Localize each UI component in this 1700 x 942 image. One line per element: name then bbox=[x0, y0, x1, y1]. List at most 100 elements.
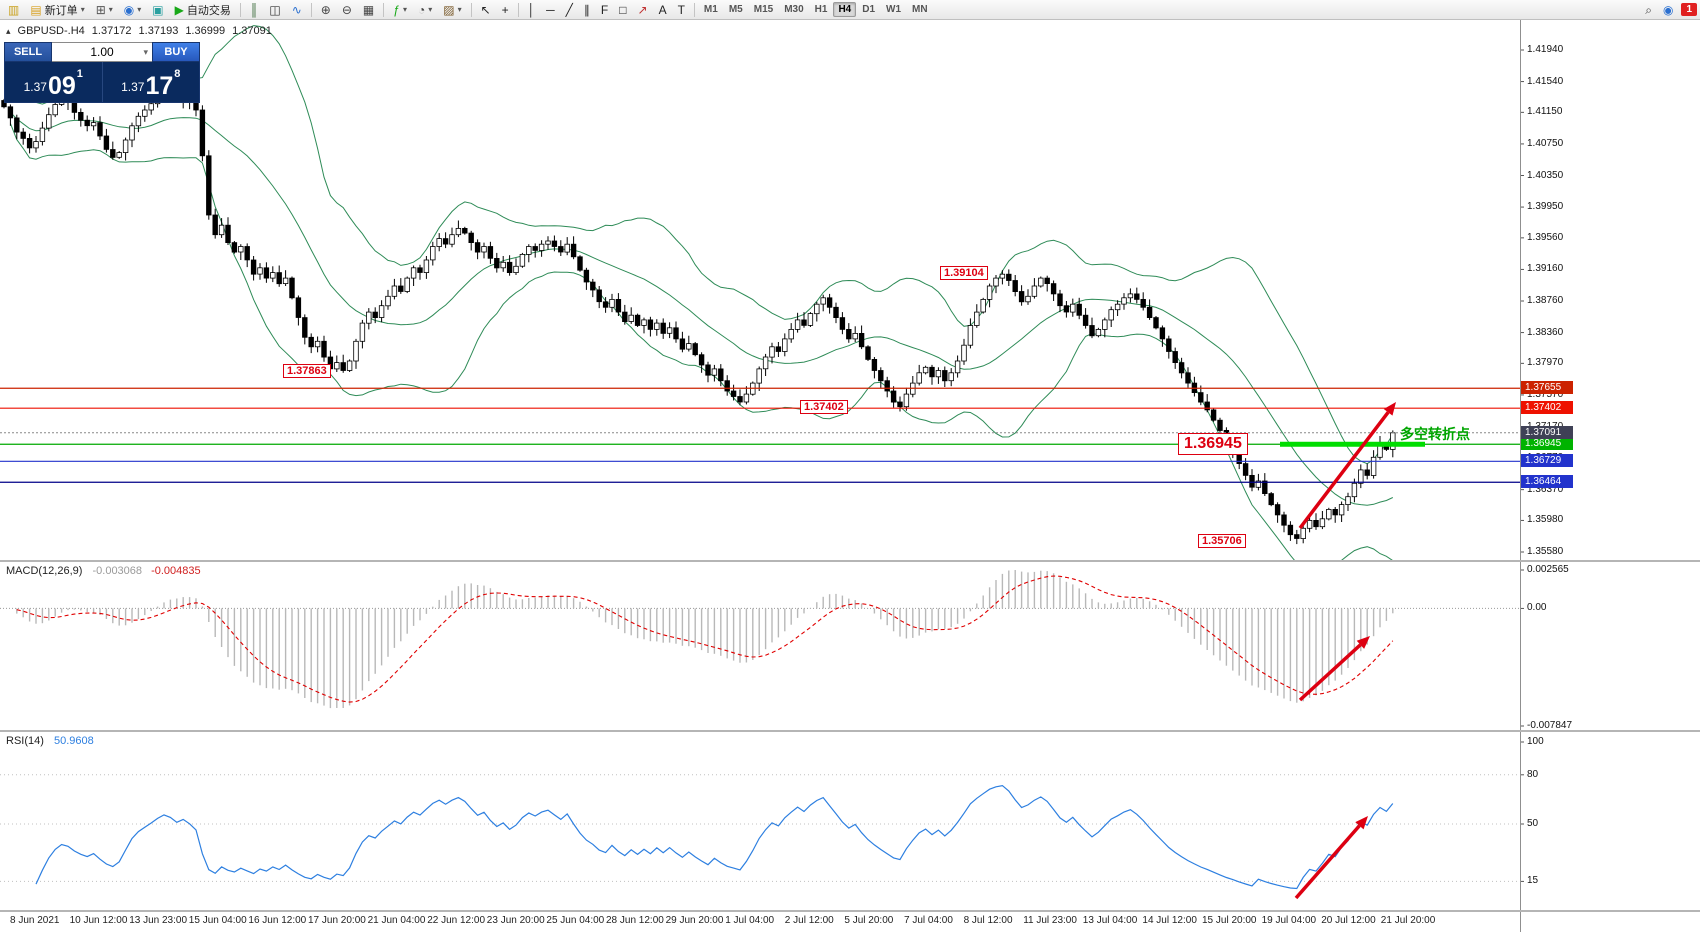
timeframe-m5[interactable]: M5 bbox=[728, 4, 743, 15]
time-tick: 19 Jul 04:00 bbox=[1261, 915, 1317, 926]
sell-button[interactable]: SELL bbox=[4, 42, 52, 62]
timeframe-m15[interactable]: M15 bbox=[753, 4, 774, 15]
help[interactable]: ◉ bbox=[1658, 1, 1678, 19]
price-tick: 1.35980 bbox=[1527, 514, 1564, 526]
fibonacci-tool[interactable]: F bbox=[596, 1, 613, 19]
chart-price-label-object[interactable]: 1.39104 bbox=[940, 265, 988, 280]
profiles-caret-icon[interactable]: ▾ bbox=[137, 5, 142, 14]
notification-badge[interactable]: 1 bbox=[1681, 3, 1697, 16]
channel-tool[interactable]: ∥ bbox=[579, 1, 595, 19]
hline-objects-layer[interactable] bbox=[0, 387, 1520, 483]
line-chart-type[interactable]: ∿ bbox=[287, 1, 307, 19]
time-tick: 8 Jul 12:00 bbox=[963, 915, 1013, 926]
rsi-axis-tick: 80 bbox=[1527, 768, 1539, 780]
toolbar-separator bbox=[470, 2, 472, 17]
zoom-in[interactable]: ⊕ bbox=[316, 1, 336, 19]
text-tool[interactable]: A bbox=[654, 1, 672, 19]
periods-menu-icon: ◔ bbox=[417, 2, 426, 17]
search[interactable]: ⌕ bbox=[1640, 1, 1657, 19]
vertical-line-tool[interactable]: │ bbox=[523, 1, 541, 19]
time-tick: 11 Jul 23:00 bbox=[1023, 915, 1077, 926]
rsi-value: 50.9608 bbox=[53, 735, 94, 747]
templates-menu-icon: ▨ bbox=[443, 2, 455, 17]
price-tick: 1.39160 bbox=[1527, 263, 1564, 275]
macd-name: MACD(12,26,9) bbox=[6, 565, 83, 577]
splitter-main-macd[interactable] bbox=[0, 560, 1700, 562]
ohlc-close: 1.37091 bbox=[232, 25, 272, 37]
splitter-macd-rsi[interactable] bbox=[0, 730, 1700, 732]
new-order-button[interactable]: ▤ 新订单 ▾ bbox=[25, 1, 89, 19]
splitter-rsi-timeaxis[interactable] bbox=[0, 910, 1700, 912]
horizontal-line-tool[interactable]: ─ bbox=[541, 1, 560, 19]
timeframe-m30[interactable]: M30 bbox=[784, 4, 804, 15]
chart-price-label-object[interactable]: 1.37402 bbox=[800, 400, 848, 415]
arrows-tool[interactable]: ↗ bbox=[633, 1, 653, 19]
timeframe-w1[interactable]: W1 bbox=[886, 4, 902, 15]
macd-signal-value: -0.004835 bbox=[151, 565, 201, 577]
time-tick: 15 Jun 04:00 bbox=[188, 915, 247, 926]
indicators-list-caret-icon[interactable]: ▾ bbox=[402, 5, 407, 14]
price-tick: 1.41940 bbox=[1527, 44, 1564, 55]
bar-chart-type[interactable]: ║ bbox=[245, 1, 264, 19]
zoom-out[interactable]: ⊖ bbox=[337, 1, 357, 19]
time-tick: 13 Jul 04:00 bbox=[1082, 915, 1138, 926]
text-label-tool[interactable]: T bbox=[673, 1, 690, 19]
collapse-icon[interactable]: ▴ bbox=[6, 25, 11, 36]
ohlc-low: 1.36999 bbox=[185, 25, 226, 37]
help-icon: ◉ bbox=[1662, 2, 1674, 17]
timeframe-mn[interactable]: MN bbox=[912, 4, 928, 15]
profiles[interactable]: ◉ ▾ bbox=[119, 1, 147, 19]
crosshair-tool[interactable]: + bbox=[497, 1, 514, 19]
timeframe-m1[interactable]: M1 bbox=[703, 4, 718, 15]
ohlc-high: 1.37193 bbox=[138, 25, 179, 37]
sell-price-display[interactable]: 1.37 09 1 bbox=[5, 62, 102, 102]
tile-windows[interactable]: ▦ bbox=[358, 1, 379, 19]
price-level-label: 1.37655 bbox=[1521, 381, 1573, 395]
autotrading-button[interactable]: ▶ 自动交易 bbox=[170, 1, 236, 19]
periods-menu[interactable]: ◔ ▾ bbox=[413, 1, 437, 19]
chart-price-label-object[interactable]: 1.37863 bbox=[283, 363, 331, 378]
price-tick: 1.41540 bbox=[1527, 75, 1564, 87]
terminal-shortcut[interactable]: ▥ bbox=[3, 1, 24, 19]
volume-caret-icon[interactable]: ▾ bbox=[143, 46, 148, 57]
chart-price-label-object[interactable]: 1.36945 bbox=[1178, 433, 1248, 456]
green-highlight-segment[interactable] bbox=[1280, 441, 1425, 447]
trendline-tool[interactable]: ╱ bbox=[561, 1, 578, 19]
toolbar-separator bbox=[517, 2, 519, 17]
cursor-tool-icon: ↖ bbox=[480, 2, 491, 17]
sell-price-prefix: 1.37 bbox=[23, 80, 47, 94]
new-order-button-label: 新订单 bbox=[44, 4, 78, 17]
turning-point-text-object[interactable]: 多空转折点 bbox=[1400, 426, 1470, 443]
periods-menu-caret-icon[interactable]: ▾ bbox=[428, 5, 433, 14]
templates-menu[interactable]: ▨ ▾ bbox=[438, 1, 466, 19]
timeframe-h4[interactable]: H4 bbox=[833, 2, 857, 17]
indicators-list[interactable]: ƒ ▾ bbox=[388, 1, 412, 19]
chart-price-label-object[interactable]: 1.35706 bbox=[1198, 534, 1246, 549]
trend-arrow-objects[interactable] bbox=[1294, 402, 1396, 900]
price-level-label: 1.36945 bbox=[1521, 437, 1573, 451]
shapes-tool[interactable]: □ bbox=[614, 1, 631, 19]
data-window[interactable]: ▣ bbox=[147, 1, 168, 19]
tile-windows-icon: ▦ bbox=[362, 2, 375, 17]
timeframe-d1[interactable]: D1 bbox=[862, 4, 876, 15]
zoom-in-icon: ⊕ bbox=[320, 2, 331, 17]
volume-value: 1.00 bbox=[90, 45, 114, 59]
macd-axis-tick: 0.00 bbox=[1527, 602, 1547, 614]
buy-button[interactable]: BUY bbox=[152, 42, 200, 62]
templates-menu-caret-icon[interactable]: ▾ bbox=[457, 5, 462, 14]
rsi-indicator-label: RSI(14) 50.9608 bbox=[6, 735, 94, 747]
macd-main-value: -0.003068 bbox=[92, 565, 143, 577]
time-tick: 21 Jun 04:00 bbox=[367, 915, 426, 926]
new-chart-caret-icon[interactable]: ▾ bbox=[108, 5, 113, 14]
zoom-out-icon: ⊖ bbox=[341, 2, 352, 17]
volume-input[interactable]: 1.00 ▾ bbox=[52, 42, 152, 62]
new-order-button-caret-icon[interactable]: ▾ bbox=[80, 5, 85, 14]
buy-price-display[interactable]: 1.37 17 8 bbox=[101, 62, 200, 102]
candlestick-chart-type[interactable]: ◫ bbox=[264, 1, 285, 19]
new-chart[interactable]: ⊞ ▾ bbox=[91, 1, 118, 19]
timeframe-h1[interactable]: H1 bbox=[814, 4, 828, 15]
time-tick: 29 Jun 20:00 bbox=[665, 915, 724, 926]
cursor-tool[interactable]: ↖ bbox=[476, 1, 496, 19]
rsi-layer bbox=[0, 774, 1520, 890]
